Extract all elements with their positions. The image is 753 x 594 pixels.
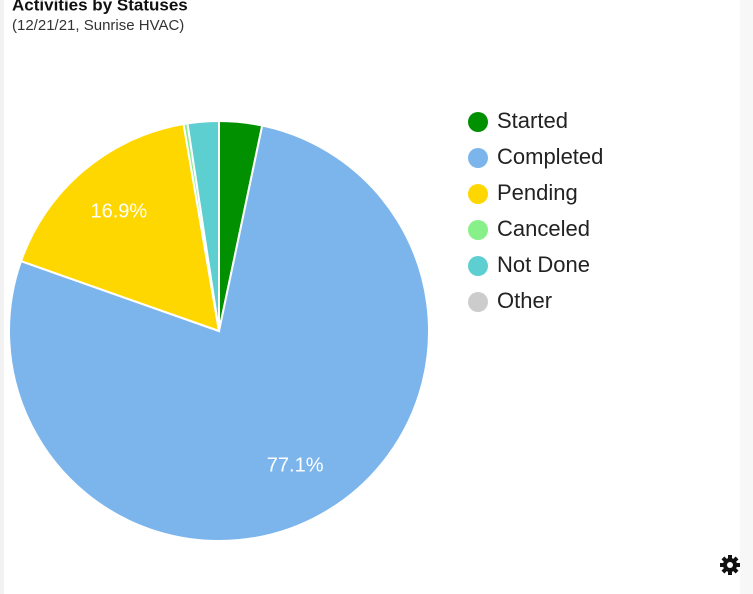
data-label: 77.1% [267,455,324,477]
chart-subtitle: (12/21/21, Sunrise HVAC) [12,17,184,34]
edge [740,0,753,594]
legend-label: Pending [497,180,578,205]
settings-icon[interactable] [720,555,740,575]
legend-marker [468,148,488,168]
pie-slice [8,124,430,542]
legend-marker [468,220,488,240]
pie-slice [186,119,220,332]
legend-marker [468,184,488,204]
legend-marker [468,112,488,132]
edge [0,0,4,594]
legend-label: Completed [497,144,603,169]
legend-label: Not Done [497,252,590,277]
legend-marker [468,256,488,276]
chart-title: Activities by Statuses [12,0,188,14]
legend-label: Other [497,288,552,313]
pie-slice [19,122,221,333]
legend-label: Canceled [497,216,590,241]
legend-label: Started [497,108,568,133]
data-label: 16.9% [90,200,147,222]
legend-marker [468,292,488,312]
